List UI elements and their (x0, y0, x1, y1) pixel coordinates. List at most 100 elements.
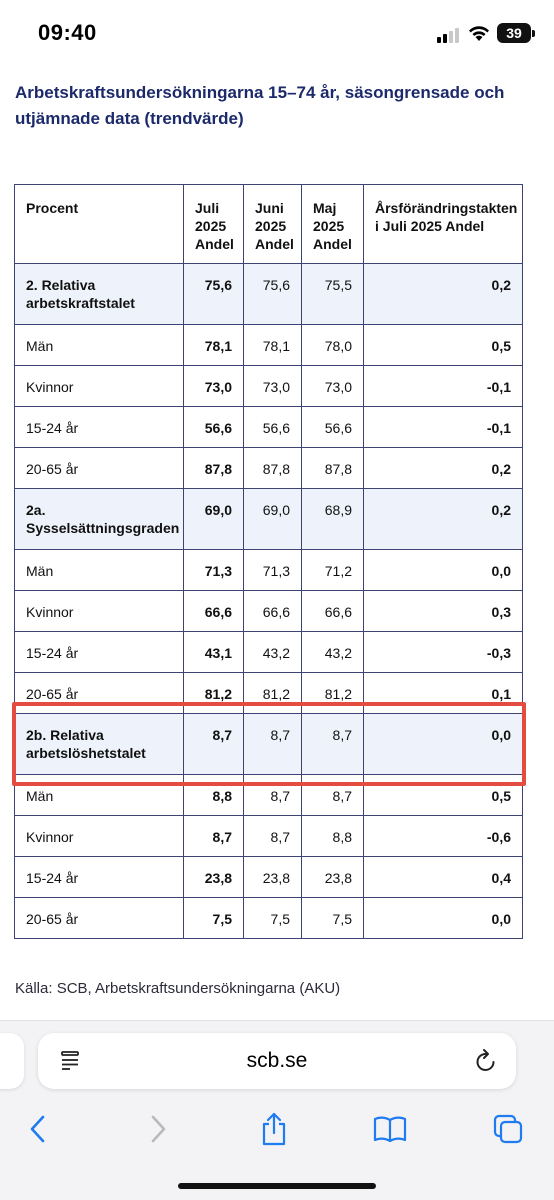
value-juni-2025: 69,0 (243, 488, 302, 550)
row-label: 2a. Sysselsättningsgraden (14, 488, 184, 550)
reader-icon[interactable] (60, 1050, 82, 1072)
value-annual-change: 0,5 (363, 774, 523, 816)
value-juni-2025: 43,2 (243, 631, 302, 673)
url-text: scb.se (246, 1049, 308, 1072)
value-juli-2025: 7,5 (183, 897, 244, 939)
value-juni-2025: 78,1 (243, 324, 302, 366)
tabs-button[interactable] (488, 1109, 528, 1149)
table-row: Män 8,8 8,7 8,7 0,5 (14, 774, 523, 816)
table-header-row: Procent Juli 2025 Andel Juni 2025 Andel … (14, 184, 523, 264)
share-button[interactable] (254, 1109, 294, 1149)
value-maj-2025: 78,0 (301, 324, 364, 366)
value-maj-2025: 43,2 (301, 631, 364, 673)
value-juni-2025: 75,6 (243, 263, 302, 325)
value-juli-2025: 43,1 (183, 631, 244, 673)
table-group-row: 2a. Sysselsättningsgraden 69,0 69,0 68,9 0,2 (14, 488, 523, 550)
value-annual-change: 0,2 (363, 488, 523, 550)
value-maj-2025: 66,6 (301, 590, 364, 632)
value-annual-change: 0,0 (363, 549, 523, 591)
table-group-row: 2. Relativa arbetskraftstalet 75,6 75,6 75,… (14, 263, 523, 325)
value-maj-2025: 23,8 (301, 856, 364, 898)
table-row: 20-65 år 87,8 87,8 87,8 0,2 (14, 447, 523, 489)
value-juli-2025: 69,0 (183, 488, 244, 550)
value-juni-2025: 8,7 (243, 774, 302, 816)
cellular-signal-icon (437, 27, 461, 43)
header-procent: Procent (14, 184, 184, 264)
value-juli-2025: 81,2 (183, 672, 244, 714)
row-label: 15-24 år (14, 856, 184, 898)
table-row: Kvinnor 73,0 73,0 73,0 -0,1 (14, 365, 523, 407)
value-annual-change: 0,5 (363, 324, 523, 366)
header-annual-change: Årsförändringstakten i Juli 2025 Andel (363, 184, 523, 264)
browser-toolbar: scb.se (0, 1020, 554, 1200)
value-annual-change: 0,0 (363, 713, 523, 775)
table-title: Arbetskraftsundersökningarna 15–74 år, s… (15, 83, 505, 128)
value-juni-2025: 81,2 (243, 672, 302, 714)
row-label: Kvinnor (14, 365, 184, 407)
table-row: 20-65 år 7,5 7,5 7,5 0,0 (14, 897, 523, 939)
value-maj-2025: 8,7 (301, 713, 364, 775)
forward-icon (151, 1115, 166, 1143)
home-indicator (178, 1183, 376, 1189)
row-label: Män (14, 549, 184, 591)
table-row: 15-24 år 43,1 43,2 43,2 -0,3 (14, 631, 523, 673)
value-juni-2025: 73,0 (243, 365, 302, 407)
value-juli-2025: 23,8 (183, 856, 244, 898)
previous-tab-peek[interactable] (0, 1033, 24, 1089)
value-juli-2025: 8,7 (183, 815, 244, 857)
value-maj-2025: 8,7 (301, 774, 364, 816)
table-row: Män 78,1 78,1 78,0 0,5 (14, 324, 523, 366)
bottom-toolbar (0, 1109, 554, 1149)
back-button[interactable] (18, 1109, 58, 1149)
value-juni-2025: 87,8 (243, 447, 302, 489)
value-annual-change: 0,3 (363, 590, 523, 632)
table-row: Kvinnor 8,7 8,7 8,8 -0,6 (14, 815, 523, 857)
header-juli-2025: Juli 2025 Andel (183, 184, 244, 264)
row-label: 15-24 år (14, 631, 184, 673)
value-juli-2025: 66,6 (183, 590, 244, 632)
row-label: Män (14, 324, 184, 366)
value-annual-change: 0,2 (363, 447, 523, 489)
forward-button[interactable] (138, 1109, 178, 1149)
value-juni-2025: 23,8 (243, 856, 302, 898)
row-label: 20-65 år (14, 897, 184, 939)
value-maj-2025: 75,5 (301, 263, 364, 325)
value-juni-2025: 8,7 (243, 815, 302, 857)
back-icon (30, 1115, 45, 1143)
labour-force-table: Procent Juli 2025 Andel Juni 2025 Andel … (14, 184, 523, 939)
header-juni-2025: Juni 2025 Andel (243, 184, 302, 264)
row-label: 20-65 år (14, 447, 184, 489)
row-label: 2. Relativa arbetskraftstalet (14, 263, 184, 325)
row-label: Män (14, 774, 184, 816)
battery-indicator: 39 (497, 23, 535, 43)
value-juli-2025: 75,6 (183, 263, 244, 325)
row-label: Kvinnor (14, 815, 184, 857)
value-annual-change: -0,6 (363, 815, 523, 857)
tabs-icon (493, 1114, 523, 1144)
value-juni-2025: 7,5 (243, 897, 302, 939)
value-juni-2025: 56,6 (243, 406, 302, 448)
bookmarks-icon (373, 1116, 407, 1143)
bookmarks-button[interactable] (370, 1109, 410, 1149)
status-time: 09:40 (38, 20, 97, 45)
row-label: 20-65 år (14, 672, 184, 714)
reload-icon[interactable] (474, 1048, 498, 1074)
value-annual-change: -0,1 (363, 406, 523, 448)
value-annual-change: 0,4 (363, 856, 523, 898)
value-juli-2025: 78,1 (183, 324, 244, 366)
address-bar[interactable]: scb.se (38, 1033, 516, 1089)
row-label: 15-24 år (14, 406, 184, 448)
value-juli-2025: 71,3 (183, 549, 244, 591)
table-row: Kvinnor 66,6 66,6 66,6 0,3 (14, 590, 523, 632)
table-row: 15-24 år 23,8 23,8 23,8 0,4 (14, 856, 523, 898)
value-juni-2025: 66,6 (243, 590, 302, 632)
value-maj-2025: 73,0 (301, 365, 364, 407)
value-juli-2025: 8,8 (183, 774, 244, 816)
value-annual-change: -0,1 (363, 365, 523, 407)
value-annual-change: 0,1 (363, 672, 523, 714)
value-juli-2025: 56,6 (183, 406, 244, 448)
table-group-row: 2b. Relativa arbetslöshetstalet 8,7 8,7 8,7… (14, 713, 523, 775)
value-maj-2025: 71,2 (301, 549, 364, 591)
value-juli-2025: 87,8 (183, 447, 244, 489)
value-annual-change: 0,0 (363, 897, 523, 939)
